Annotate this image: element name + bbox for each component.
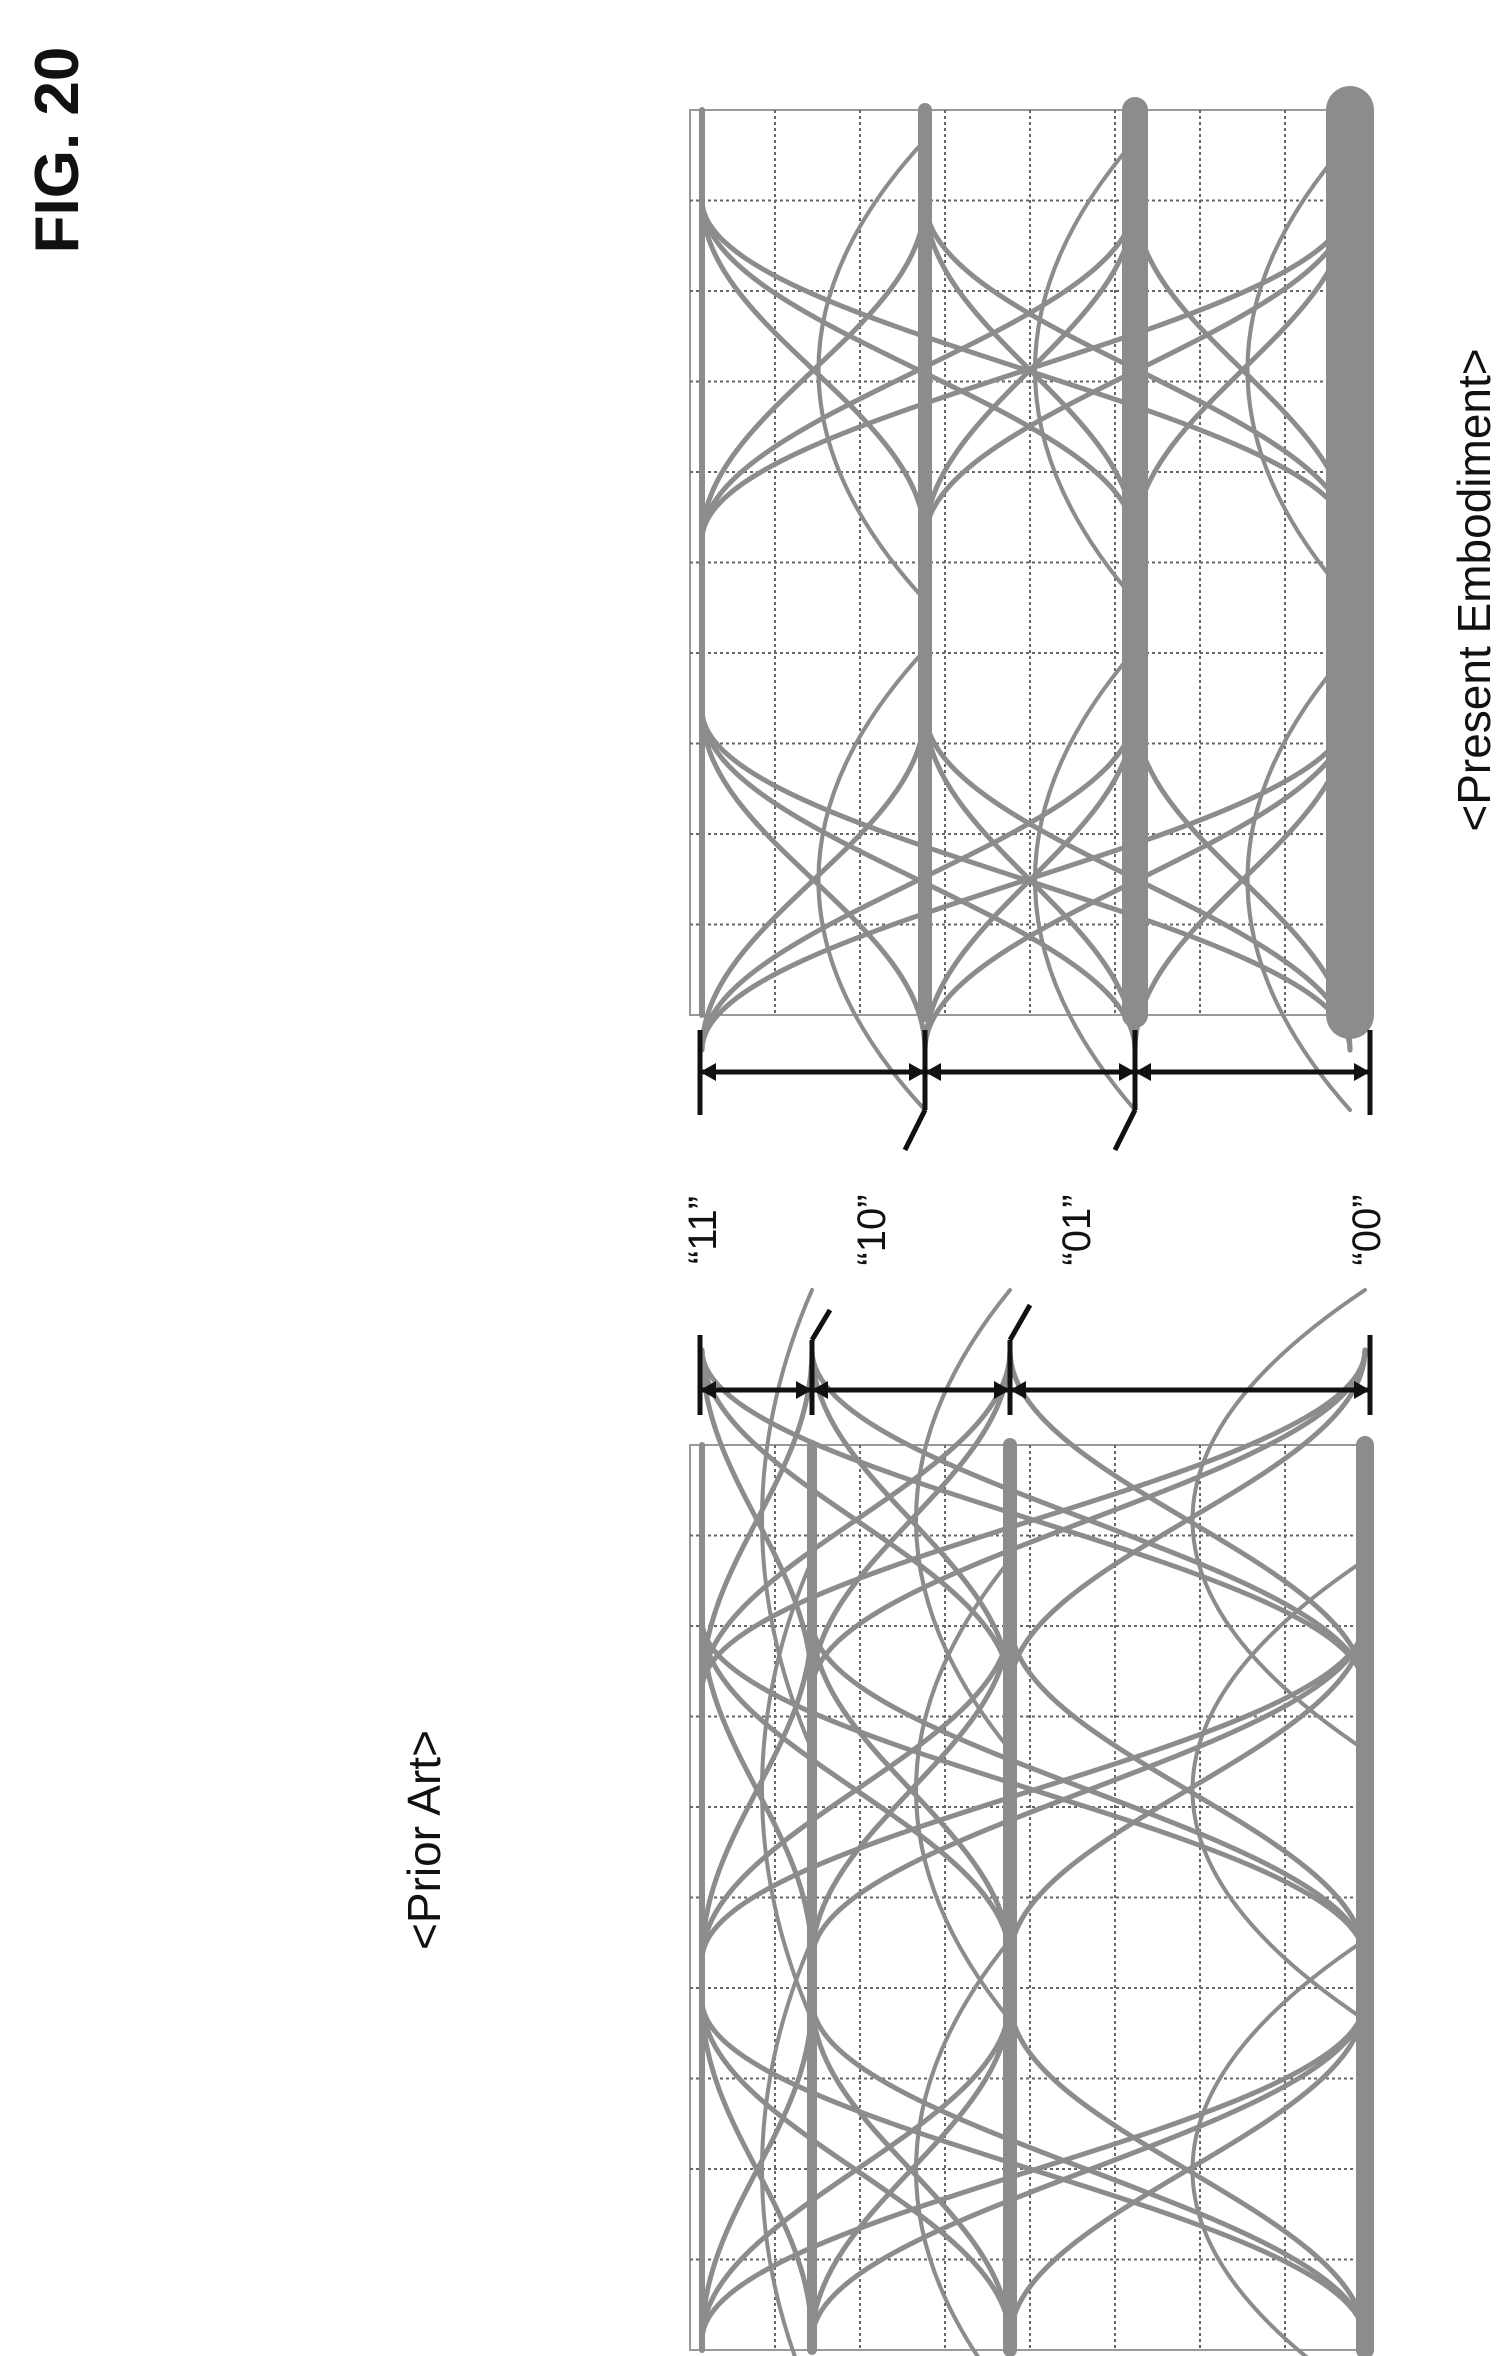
present-level-scale <box>700 1030 1370 1150</box>
prior-leader-10 <box>812 1310 830 1340</box>
level-label-00: “00” <box>1345 1194 1389 1265</box>
level-label-01: “01” <box>1055 1194 1099 1265</box>
caption-prior-art: <Prior Art> <box>398 1730 450 1950</box>
level-label-11: “11” <box>681 1196 725 1264</box>
present-leader-10 <box>905 1110 925 1150</box>
prior-art-eye-diagram <box>690 1290 1370 2356</box>
present-embodiment-eye-diagram <box>690 110 1370 1110</box>
prior-leader-01 <box>1010 1305 1030 1340</box>
present-leader-01 <box>1115 1110 1135 1150</box>
caption-present-embodiment: <Present Embodiment> <box>1448 348 1500 831</box>
figure-title: FIG. 20 <box>23 47 92 254</box>
level-label-10: “10” <box>850 1194 894 1265</box>
